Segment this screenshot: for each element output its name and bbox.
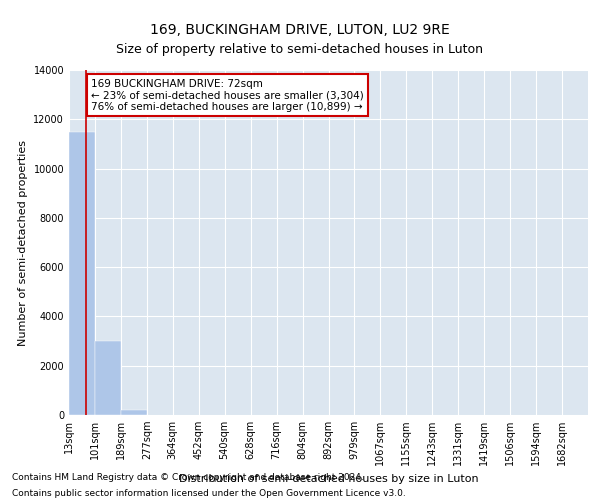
Y-axis label: Number of semi-detached properties: Number of semi-detached properties xyxy=(18,140,28,346)
Text: Size of property relative to semi-detached houses in Luton: Size of property relative to semi-detach… xyxy=(116,42,484,56)
Text: Contains public sector information licensed under the Open Government Licence v3: Contains public sector information licen… xyxy=(12,489,406,498)
X-axis label: Distribution of semi-detached houses by size in Luton: Distribution of semi-detached houses by … xyxy=(179,474,478,484)
Text: 169, BUCKINGHAM DRIVE, LUTON, LU2 9RE: 169, BUCKINGHAM DRIVE, LUTON, LU2 9RE xyxy=(150,22,450,36)
Bar xyxy=(95,341,121,415)
Text: 169 BUCKINGHAM DRIVE: 72sqm
← 23% of semi-detached houses are smaller (3,304)
76: 169 BUCKINGHAM DRIVE: 72sqm ← 23% of sem… xyxy=(91,78,364,112)
Bar xyxy=(121,410,147,415)
Bar xyxy=(69,132,95,415)
Text: Contains HM Land Registry data © Crown copyright and database right 2024.: Contains HM Land Registry data © Crown c… xyxy=(12,472,364,482)
